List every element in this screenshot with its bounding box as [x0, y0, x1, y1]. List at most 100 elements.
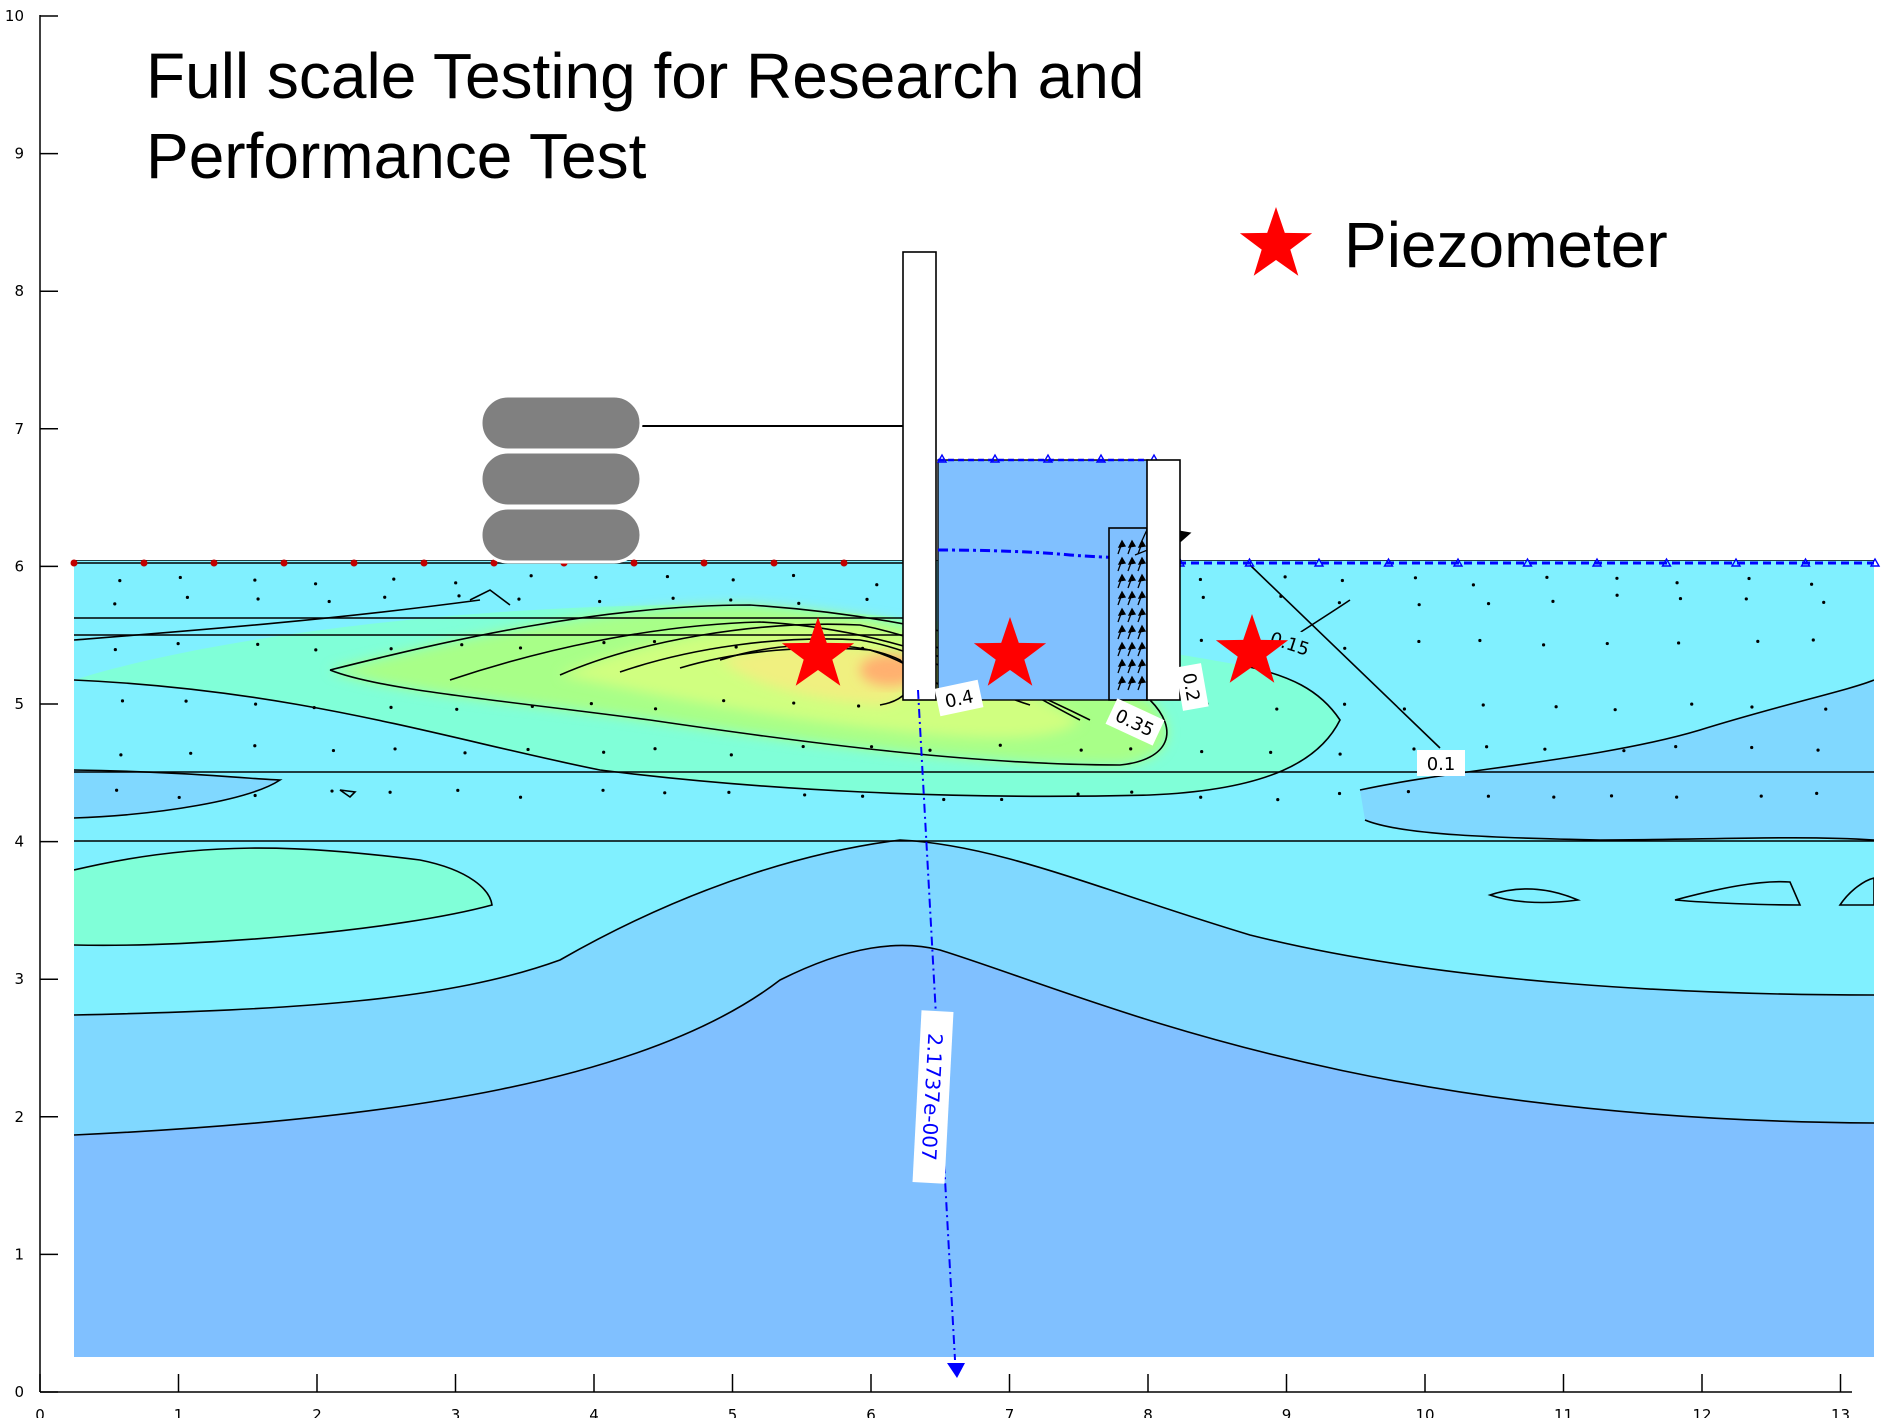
mesh-dot: [875, 583, 879, 587]
x-tick-label: 4: [589, 1406, 599, 1418]
mesh-dot: [942, 797, 946, 802]
mesh-dot: [652, 639, 657, 644]
x-tick-label: 2: [312, 1406, 322, 1418]
sandbag-top: [479, 394, 643, 452]
mesh-dot: [1417, 603, 1421, 607]
contour-band-light-blue-upper: [1360, 680, 1874, 840]
mesh-dot: [1000, 797, 1004, 802]
seepage-marker: [1522, 557, 1533, 567]
mesh-dot: [589, 701, 593, 706]
mesh-dot: [1199, 795, 1203, 799]
mesh-dot: [457, 594, 461, 598]
mesh-dot: [1486, 794, 1491, 798]
contour-line: [339, 789, 357, 799]
mesh-dot: [792, 701, 796, 705]
contour-line: [1674, 880, 1802, 906]
mesh-dot: [1747, 576, 1751, 581]
mesh-dot: [526, 747, 530, 752]
mesh-dot: [1201, 595, 1205, 599]
label-box: [1417, 750, 1465, 776]
star-shape: [1239, 207, 1313, 276]
mesh-dot: [331, 748, 336, 753]
y-tick-label: 10: [5, 7, 24, 25]
mesh-dot: [330, 789, 334, 793]
contour-line: [329, 604, 1168, 766]
mesh-dot: [1552, 795, 1556, 799]
sandbag-bottom: [479, 506, 643, 564]
mesh-dot: [253, 793, 257, 798]
label-box: [1260, 621, 1320, 665]
mesh-dot: [454, 581, 458, 585]
head-marker: [420, 559, 428, 567]
mesh-dot: [1129, 747, 1133, 751]
flow-vector-head: [1137, 590, 1147, 599]
mesh-dot: [1824, 707, 1828, 711]
mesh-dot: [393, 747, 397, 751]
contour-line: [74, 769, 283, 819]
mesh-dot: [731, 578, 735, 582]
mesh-dot: [1276, 798, 1280, 802]
mesh-dot: [598, 599, 602, 604]
contour-line: [74, 599, 481, 641]
mesh-dot: [1275, 707, 1279, 711]
mesh-dot: [314, 648, 318, 652]
contour-label-group: 0.4 0.35 0.2 0.15 0.1: [934, 621, 1465, 776]
piezometer-markers: [781, 614, 1289, 686]
flow-vector-head: [1127, 607, 1137, 616]
mesh-dot: [1481, 703, 1485, 707]
mesh-dot: [383, 595, 387, 599]
mesh-dot: [1759, 794, 1763, 798]
label-box: [1105, 698, 1165, 746]
flow-vector-head: [1117, 607, 1127, 616]
x-tick-label: 6: [866, 1406, 876, 1418]
diagram-title: Full scale Testing for Research and Perf…: [146, 36, 1246, 196]
mesh-dot: [120, 699, 125, 703]
flow-vector-head: [1137, 624, 1147, 633]
mesh-dot: [456, 788, 460, 792]
mesh-dot: [113, 647, 117, 652]
contour-band-yellow: [720, 645, 911, 705]
contour-line: [1487, 888, 1581, 904]
mesh-dot: [1816, 748, 1820, 752]
mesh-dot: [113, 602, 117, 606]
mesh-dot: [1338, 752, 1342, 756]
contour-label-0.1: 0.1: [1417, 750, 1465, 776]
head-marker: [140, 559, 148, 567]
flow-vector-head: [1127, 556, 1137, 565]
title-line-1: Full scale Testing for Research and: [146, 40, 1145, 112]
head-marker: [70, 559, 78, 567]
water-marker: [1042, 453, 1054, 463]
mesh-dot: [663, 791, 667, 795]
mesh-dot: [1551, 599, 1555, 604]
mesh-dot: [1756, 639, 1760, 643]
mesh-dot: [671, 596, 675, 600]
contour-line: [74, 847, 493, 947]
mesh-dot: [460, 643, 464, 647]
x-tick-label: 7: [1005, 1406, 1015, 1418]
mesh-dot: [1478, 638, 1482, 643]
mesh-dot: [1815, 791, 1819, 795]
downstream-wall: [1146, 459, 1181, 701]
mesh-dot: [178, 575, 182, 580]
mesh-dot: [594, 575, 598, 579]
mesh-dot: [256, 642, 260, 647]
flow-vector-head: [1137, 573, 1147, 582]
y-tick-label: 8: [14, 282, 24, 300]
contour-band-aqua-left: [74, 848, 492, 946]
mesh-dot: [1340, 578, 1344, 583]
label-box: [934, 679, 984, 717]
mesh-dot: [1337, 601, 1342, 605]
y-tick-label: 5: [14, 695, 24, 713]
head-marker: [700, 559, 708, 567]
red-star-icon: [1239, 207, 1313, 276]
flux-label-box: [912, 1010, 954, 1184]
seepage-boundary-markers: [1174, 557, 1881, 567]
x-tick-label: 11: [1554, 1406, 1573, 1418]
mesh-dot: [1076, 792, 1080, 796]
mesh-dot: [1406, 789, 1411, 794]
contour-line: [1364, 819, 1874, 841]
seepage-marker: [1661, 557, 1672, 567]
mesh-dot: [253, 702, 258, 706]
mesh-dot: [119, 753, 123, 757]
